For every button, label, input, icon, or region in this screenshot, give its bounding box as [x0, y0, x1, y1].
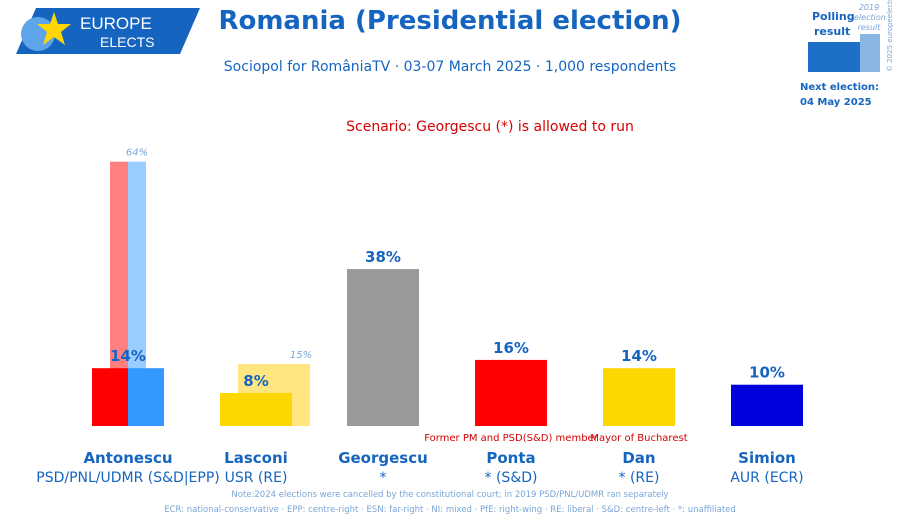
next-election-label: Next election: — [800, 82, 879, 93]
europe-elects-logo: EUROPE ELECTS — [16, 8, 200, 54]
lasconi-party: USR (RE) — [225, 470, 288, 486]
georgescu-value-label: 38% — [365, 248, 401, 266]
antonescu-bar-b — [128, 368, 164, 426]
simion-value-label: 10% — [749, 364, 785, 382]
georgescu-party: * — [380, 470, 387, 486]
legend-polling-label-1: Polling — [812, 10, 855, 23]
ponta-annotation: Former PM and PSD(S&D) member — [424, 433, 599, 444]
legend-previous-label-3: result — [857, 23, 881, 32]
antonescu-previous-bar-b — [128, 161, 146, 426]
antonescu-previous-label: 64% — [126, 148, 148, 159]
ponta-name: Ponta — [486, 449, 535, 467]
lasconi-bar — [220, 392, 292, 426]
next-election-date: 04 May 2025 — [800, 97, 872, 108]
footnote-1: Note:2024 elections were cancelled by th… — [231, 490, 669, 500]
dan-value-label: 14% — [621, 347, 657, 365]
star-icon — [37, 12, 71, 45]
lasconi-previous-label: 15% — [290, 350, 312, 361]
georgescu-bar — [347, 269, 419, 426]
simion-bar — [731, 384, 803, 426]
antonescu-party: PSD/PNL/UDMR (S&D|EPP) — [36, 470, 220, 486]
legend-polling-swatch — [808, 42, 866, 72]
antonescu-previous-bar-a — [110, 161, 128, 426]
dan-party: * (RE) — [619, 470, 660, 486]
brand-line2: ELECTS — [100, 34, 154, 50]
page-title: Romania (Presidential election) — [218, 6, 682, 36]
dan-annotation: Mayor of Bucharest — [590, 433, 687, 444]
legend-previous-label-1: 2019 — [858, 3, 880, 12]
lasconi-value-label: 8% — [243, 372, 268, 390]
antonescu-name: Antonescu — [83, 449, 172, 467]
ponta-bar — [475, 359, 547, 426]
dan-bar — [603, 368, 675, 426]
legend-previous-label-2: election — [854, 13, 886, 22]
lasconi-name: Lasconi — [224, 449, 288, 467]
ponta-value-label: 16% — [493, 339, 529, 357]
antonescu-value-label: 14% — [110, 347, 146, 365]
footnote-2: ECR: national-conservative · EPP: centre… — [164, 505, 736, 515]
legend-polling-label-2: result — [814, 25, 851, 38]
brand-line1: EUROPE — [80, 14, 152, 33]
legend-previous-swatch — [860, 34, 880, 72]
legend: Polling result 2019 election result — [800, 0, 900, 110]
poll-subtitle: Sociopol for RomâniaTV · 03-07 March 202… — [223, 59, 677, 75]
simion-party: AUR (ECR) — [730, 470, 803, 486]
georgescu-name: Georgescu — [338, 449, 428, 467]
ponta-party: * (S&D) — [485, 470, 538, 486]
antonescu-bar-a — [92, 368, 128, 426]
scenario-note: Scenario: Georgescu (*) is allowed to ru… — [346, 119, 634, 135]
dan-name: Dan — [622, 449, 655, 467]
next-election: Next election: 04 May 2025 — [800, 80, 879, 110]
simion-name: Simion — [738, 449, 796, 467]
